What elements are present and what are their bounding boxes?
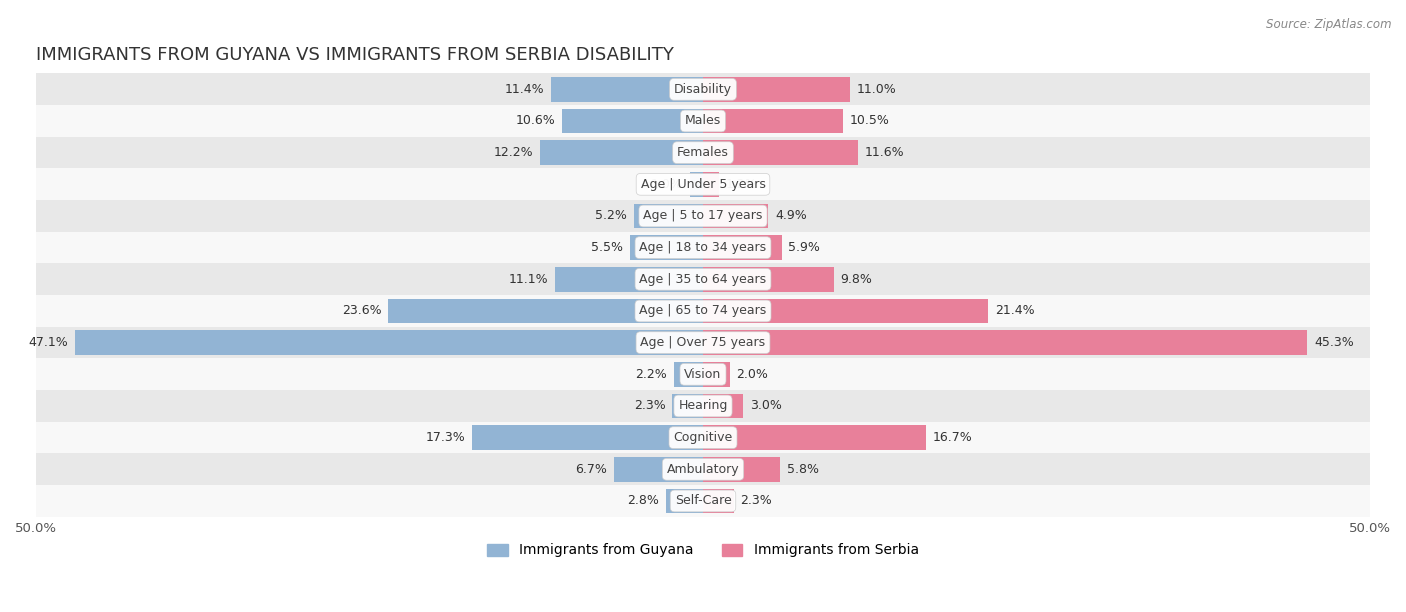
Text: Age | Under 5 years: Age | Under 5 years [641, 178, 765, 191]
Bar [703, 425, 925, 450]
Text: 12.2%: 12.2% [494, 146, 534, 159]
Bar [37, 359, 1369, 390]
Bar [630, 235, 703, 260]
Bar [613, 457, 703, 482]
Text: 2.3%: 2.3% [634, 400, 665, 412]
Bar [37, 73, 1369, 105]
Text: 2.2%: 2.2% [636, 368, 666, 381]
Bar [703, 172, 718, 196]
Text: Disability: Disability [673, 83, 733, 96]
Text: Age | 18 to 34 years: Age | 18 to 34 years [640, 241, 766, 254]
Text: IMMIGRANTS FROM GUYANA VS IMMIGRANTS FROM SERBIA DISABILITY: IMMIGRANTS FROM GUYANA VS IMMIGRANTS FRO… [37, 46, 673, 64]
Text: Age | 5 to 17 years: Age | 5 to 17 years [644, 209, 762, 223]
Text: Age | 65 to 74 years: Age | 65 to 74 years [640, 305, 766, 318]
Bar [37, 137, 1369, 168]
Text: 9.8%: 9.8% [841, 273, 872, 286]
Bar [703, 235, 782, 260]
Text: 11.0%: 11.0% [856, 83, 896, 96]
Bar [37, 105, 1369, 137]
Bar [665, 488, 703, 513]
Text: Ambulatory: Ambulatory [666, 463, 740, 476]
Bar [673, 362, 703, 387]
Text: 1.0%: 1.0% [651, 178, 683, 191]
Bar [37, 453, 1369, 485]
Bar [472, 425, 703, 450]
Bar [388, 299, 703, 323]
Text: 21.4%: 21.4% [995, 305, 1035, 318]
Text: 2.8%: 2.8% [627, 494, 659, 507]
Text: 47.1%: 47.1% [28, 336, 67, 349]
Bar [703, 109, 844, 133]
Text: Males: Males [685, 114, 721, 127]
Bar [703, 330, 1308, 355]
Bar [37, 232, 1369, 264]
Text: 2.3%: 2.3% [741, 494, 772, 507]
Bar [703, 457, 780, 482]
Bar [555, 267, 703, 292]
Bar [703, 362, 730, 387]
Text: 5.5%: 5.5% [591, 241, 623, 254]
Text: 11.1%: 11.1% [509, 273, 548, 286]
Bar [551, 77, 703, 102]
Text: 3.0%: 3.0% [749, 400, 782, 412]
Bar [540, 140, 703, 165]
Text: 4.9%: 4.9% [775, 209, 807, 223]
Bar [703, 394, 742, 419]
Text: 23.6%: 23.6% [342, 305, 381, 318]
Text: 16.7%: 16.7% [932, 431, 972, 444]
Bar [75, 330, 703, 355]
Text: 10.6%: 10.6% [515, 114, 555, 127]
Text: 17.3%: 17.3% [426, 431, 465, 444]
Text: 11.4%: 11.4% [505, 83, 544, 96]
Bar [37, 485, 1369, 517]
Bar [37, 422, 1369, 453]
Bar [703, 204, 768, 228]
Bar [690, 172, 703, 196]
Legend: Immigrants from Guyana, Immigrants from Serbia: Immigrants from Guyana, Immigrants from … [482, 538, 924, 563]
Bar [37, 168, 1369, 200]
Bar [37, 200, 1369, 232]
Bar [672, 394, 703, 419]
Bar [703, 299, 988, 323]
Text: 45.3%: 45.3% [1315, 336, 1354, 349]
Text: Females: Females [678, 146, 728, 159]
Text: Source: ZipAtlas.com: Source: ZipAtlas.com [1267, 18, 1392, 31]
Text: 6.7%: 6.7% [575, 463, 607, 476]
Bar [703, 488, 734, 513]
Text: 2.0%: 2.0% [737, 368, 768, 381]
Text: Age | Over 75 years: Age | Over 75 years [641, 336, 765, 349]
Text: 5.9%: 5.9% [789, 241, 820, 254]
Text: 1.2%: 1.2% [725, 178, 758, 191]
Bar [37, 295, 1369, 327]
Text: 5.8%: 5.8% [787, 463, 820, 476]
Text: Cognitive: Cognitive [673, 431, 733, 444]
Bar [703, 140, 858, 165]
Text: 5.2%: 5.2% [595, 209, 627, 223]
Text: Self-Care: Self-Care [675, 494, 731, 507]
Bar [634, 204, 703, 228]
Bar [561, 109, 703, 133]
Bar [37, 390, 1369, 422]
Text: 10.5%: 10.5% [849, 114, 890, 127]
Text: Vision: Vision [685, 368, 721, 381]
Bar [703, 267, 834, 292]
Text: Age | 35 to 64 years: Age | 35 to 64 years [640, 273, 766, 286]
Bar [703, 77, 849, 102]
Text: Hearing: Hearing [678, 400, 728, 412]
Text: 11.6%: 11.6% [865, 146, 904, 159]
Bar [37, 327, 1369, 359]
Bar [37, 264, 1369, 295]
